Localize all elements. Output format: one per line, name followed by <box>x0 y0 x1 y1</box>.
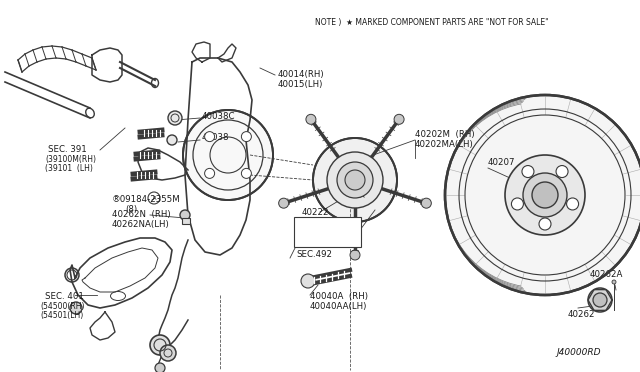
Circle shape <box>278 198 289 208</box>
Circle shape <box>205 169 214 179</box>
Circle shape <box>612 280 616 284</box>
Text: 40262A: 40262A <box>590 270 623 279</box>
Text: 40262NA(LH): 40262NA(LH) <box>112 220 170 229</box>
Circle shape <box>350 250 360 260</box>
Text: 40202M  (RH): 40202M (RH) <box>415 130 475 139</box>
Text: (8): (8) <box>125 205 137 214</box>
Circle shape <box>566 198 579 210</box>
Circle shape <box>150 335 170 355</box>
FancyBboxPatch shape <box>294 217 361 247</box>
Circle shape <box>70 302 82 314</box>
Text: (49233A): (49233A) <box>298 232 333 241</box>
Circle shape <box>155 363 165 372</box>
Circle shape <box>345 170 365 190</box>
Circle shape <box>588 288 612 312</box>
Circle shape <box>556 166 568 177</box>
Text: 40015(LH): 40015(LH) <box>278 80 323 89</box>
Circle shape <box>241 132 252 142</box>
Text: ★: ★ <box>358 190 366 200</box>
Text: (54500(RH): (54500(RH) <box>40 302 84 311</box>
Text: 40222: 40222 <box>302 208 330 217</box>
Text: J40000RD: J40000RD <box>556 348 600 357</box>
Text: (54501(LH): (54501(LH) <box>40 311 83 320</box>
Text: SEC. 401: SEC. 401 <box>45 292 84 301</box>
Circle shape <box>505 155 585 235</box>
Circle shape <box>183 110 273 200</box>
Text: 40262N  (RH): 40262N (RH) <box>112 210 171 219</box>
Text: 40014(RH): 40014(RH) <box>278 70 324 79</box>
Text: SEC. 391: SEC. 391 <box>48 145 87 154</box>
Text: 40207: 40207 <box>488 158 515 167</box>
Text: (39101  (LH): (39101 (LH) <box>45 164 93 173</box>
Circle shape <box>522 166 534 177</box>
Text: 40202MA(LH): 40202MA(LH) <box>415 140 474 149</box>
Circle shape <box>168 111 182 125</box>
Circle shape <box>394 114 404 124</box>
Circle shape <box>327 152 383 208</box>
Text: (39100M(RH): (39100M(RH) <box>45 155 96 164</box>
Text: 40040A  (RH): 40040A (RH) <box>310 292 368 301</box>
Text: 40262: 40262 <box>568 310 595 319</box>
Text: R: R <box>152 196 156 201</box>
Circle shape <box>532 182 558 208</box>
Text: NOTE )  ★ MARKED COMPONENT PARTS ARE "NOT FOR SALE": NOTE ) ★ MARKED COMPONENT PARTS ARE "NOT… <box>315 18 548 27</box>
Text: SEC.492: SEC.492 <box>298 221 332 230</box>
Bar <box>182 218 190 224</box>
Circle shape <box>593 293 607 307</box>
Circle shape <box>160 345 176 361</box>
Text: 40040AA(LH): 40040AA(LH) <box>310 302 367 311</box>
Text: SEC.492: SEC.492 <box>296 250 332 259</box>
Circle shape <box>180 210 190 220</box>
Circle shape <box>511 198 524 210</box>
Circle shape <box>445 95 640 295</box>
Text: 40038C: 40038C <box>202 112 236 121</box>
Circle shape <box>539 218 551 230</box>
Circle shape <box>421 198 431 208</box>
Circle shape <box>313 138 397 222</box>
Circle shape <box>523 173 567 217</box>
Circle shape <box>167 135 177 145</box>
Circle shape <box>205 132 214 142</box>
Circle shape <box>241 169 252 179</box>
Circle shape <box>306 114 316 124</box>
Text: 40038: 40038 <box>202 133 230 142</box>
Circle shape <box>337 162 373 198</box>
Text: ®09184-2355M: ®09184-2355M <box>112 195 180 204</box>
Circle shape <box>301 274 315 288</box>
